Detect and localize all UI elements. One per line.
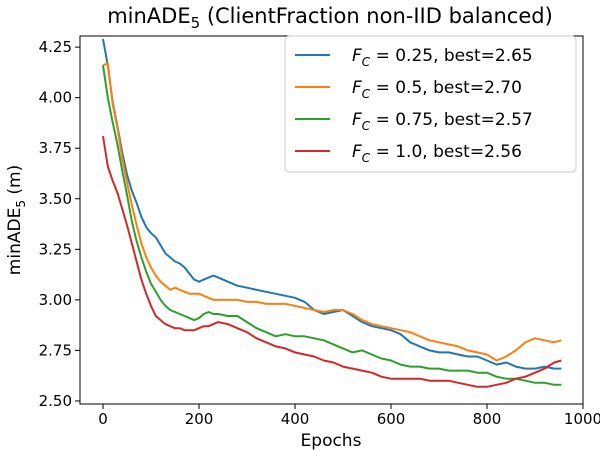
y-tick-label-1: 2.75 — [39, 341, 72, 359]
legend-label-2: FC = 0.75, best=2.57 — [352, 110, 533, 133]
y-tick-label-3: 3.25 — [39, 240, 72, 258]
y-tick-label-2: 3.00 — [39, 291, 72, 309]
legend-label-text-0: = 0.25, best=2.65 — [370, 46, 533, 66]
legend-label-text-3: = 1.0, best=2.56 — [370, 142, 522, 162]
x-axis: 0 200 400 600 800 1000 — [98, 404, 600, 428]
plot-area — [79, 35, 584, 405]
chart-title-subscript: 5 — [191, 14, 201, 32]
y-axis-label-main: minADE — [5, 208, 25, 276]
legend-label-var-1: F — [352, 78, 362, 98]
y-tick-label-6: 4.00 — [39, 89, 72, 107]
x-tick-label-4: 800 — [473, 410, 502, 428]
y-tick-label-7: 4.25 — [39, 38, 72, 56]
y-axis-label: minADE5 (m) — [5, 165, 28, 275]
x-axis-label: Epochs — [301, 431, 362, 451]
y-axis-label-rest: (m) — [5, 165, 25, 200]
y-tick-label-0: 2.50 — [39, 392, 72, 410]
legend-label-text-1: = 0.5, best=2.70 — [370, 78, 522, 98]
chart-title: minADE5 (ClientFraction non-IID balanced… — [107, 4, 553, 32]
legend-box — [284, 35, 577, 173]
series-lines — [102, 38, 562, 388]
x-tick-label-5: 1000 — [564, 410, 600, 428]
legend-label-var-0: F — [352, 46, 362, 66]
legend-label-text-2: = 0.75, best=2.57 — [370, 110, 533, 130]
y-axis-label-subscript: 5 — [14, 200, 28, 208]
legend-label-sub-2: C — [362, 119, 371, 133]
x-tick-label-3: 600 — [377, 410, 406, 428]
legend-label-3: FC = 1.0, best=2.56 — [352, 142, 522, 165]
y-tick-label-5: 3.75 — [39, 139, 72, 157]
legend-label-0: FC = 0.25, best=2.65 — [352, 46, 533, 69]
series-line-0 — [102, 38, 562, 370]
y-tick-label-4: 3.50 — [39, 190, 72, 208]
legend-label-sub-1: C — [362, 87, 371, 101]
x-tick-label-0: 0 — [98, 410, 108, 428]
legend-label-sub-0: C — [362, 55, 371, 69]
legend-label-1: FC = 0.5, best=2.70 — [352, 78, 522, 101]
x-tick-label-1: 200 — [185, 410, 214, 428]
series-line-1 — [102, 62, 562, 362]
series-line-2 — [102, 65, 562, 386]
legend-label-sub-3: C — [362, 151, 371, 165]
legend-label-var-3: F — [352, 142, 362, 162]
chart-title-rest: (ClientFraction non-IID balanced) — [200, 4, 553, 28]
legend-label-var-2: F — [352, 110, 362, 130]
x-tick-label-2: 400 — [281, 410, 310, 428]
chart-title-main: minADE — [107, 4, 190, 28]
series-line-3 — [102, 135, 562, 388]
y-axis: 2.50 2.75 3.00 3.25 3.50 3.75 4.00 4.25 — [39, 38, 80, 410]
